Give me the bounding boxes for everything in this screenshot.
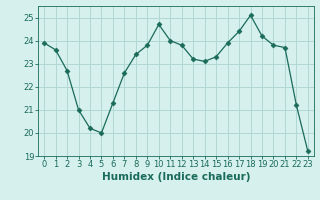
X-axis label: Humidex (Indice chaleur): Humidex (Indice chaleur) [102, 172, 250, 182]
